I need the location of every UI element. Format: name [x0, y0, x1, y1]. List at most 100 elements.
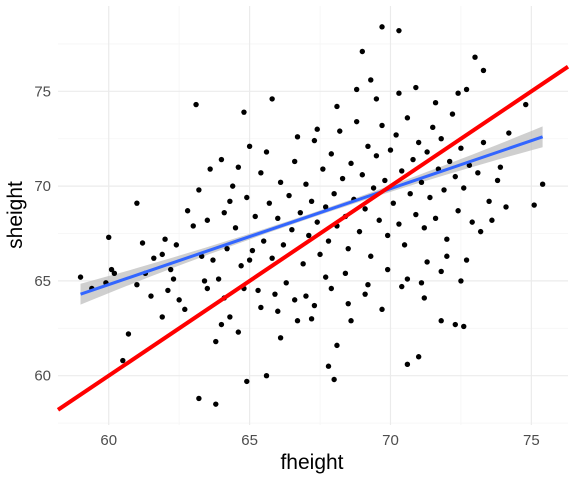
data-point [477, 228, 484, 235]
data-point [407, 190, 413, 197]
data-point [210, 257, 216, 263]
grid [58, 6, 568, 425]
data-point [275, 215, 281, 222]
data-point [224, 245, 230, 252]
smooth-line-layer [80, 135, 544, 296]
data-point [503, 204, 509, 210]
data-point [227, 198, 233, 204]
data-point [461, 323, 467, 330]
data-point [269, 255, 275, 261]
x-tick-label: 60 [100, 432, 117, 449]
data-point [328, 151, 335, 157]
data-point [376, 217, 382, 223]
data-point [452, 321, 458, 328]
data-point [396, 221, 402, 227]
data-point [382, 177, 388, 184]
data-point [289, 227, 295, 233]
data-point [277, 335, 284, 341]
data-point [294, 318, 301, 324]
data-point [356, 228, 363, 235]
data-point [286, 192, 292, 199]
data-point [300, 261, 306, 267]
data-point [531, 202, 537, 208]
data-point [139, 240, 146, 246]
data-point [430, 124, 436, 131]
data-point [399, 168, 405, 174]
data-point [176, 297, 182, 303]
data-point [384, 232, 391, 239]
data-point [427, 194, 433, 201]
y-tick-label: 75 [34, 83, 51, 100]
data-point [359, 48, 366, 55]
data-point [235, 329, 242, 335]
data-point [466, 162, 473, 168]
data-point [291, 158, 298, 165]
data-point [404, 276, 411, 282]
data-point [311, 302, 318, 309]
data-point [396, 27, 402, 34]
data-point [404, 115, 411, 121]
data-point [421, 295, 427, 301]
data-point [458, 278, 464, 284]
data-point [314, 219, 320, 225]
data-point [120, 357, 126, 364]
data-point [246, 143, 253, 149]
data-point [455, 90, 461, 96]
data-point [196, 187, 202, 193]
data-point [339, 175, 346, 182]
data-point [342, 270, 349, 277]
data-point [308, 198, 315, 204]
data-point [432, 99, 439, 106]
data-point [258, 170, 264, 176]
data-point [235, 164, 242, 170]
data-point [111, 270, 118, 277]
y-axis-title: sheight [4, 181, 27, 249]
x-tick-label: 65 [241, 432, 258, 449]
data-point [280, 242, 287, 248]
data-point [328, 285, 335, 292]
data-point [322, 274, 329, 280]
data-point [345, 245, 351, 252]
data-point [497, 164, 504, 170]
data-point [252, 213, 258, 220]
data-point [373, 96, 380, 102]
data-point [283, 280, 289, 286]
data-point [311, 137, 318, 144]
x-tick-label: 70 [382, 432, 399, 449]
data-point [204, 217, 211, 223]
data-point [218, 321, 225, 328]
data-point [359, 172, 366, 178]
smooth-line [80, 135, 544, 296]
data-point [461, 185, 467, 191]
data-point [193, 101, 199, 108]
data-point [480, 67, 487, 74]
data-point [413, 84, 419, 91]
data-point [415, 139, 422, 146]
x-tick-label: 75 [523, 432, 540, 449]
data-point [263, 373, 270, 379]
data-point [444, 236, 450, 242]
data-point [196, 395, 202, 402]
data-point [334, 103, 340, 110]
data-point [266, 200, 273, 206]
data-point [410, 156, 416, 163]
data-point [401, 242, 408, 248]
data-point [277, 179, 284, 186]
data-point [404, 361, 411, 368]
data-point [523, 101, 529, 108]
y-tick-label: 70 [34, 178, 51, 195]
data-point [455, 208, 461, 214]
data-point [272, 291, 278, 297]
data-point [458, 145, 464, 151]
identity-line [56, 65, 570, 412]
data-point [182, 306, 188, 313]
data-point [393, 132, 399, 138]
data-point [325, 363, 332, 369]
data-point [162, 236, 168, 242]
data-point [370, 185, 377, 191]
data-point [108, 266, 115, 273]
data-point [415, 354, 422, 360]
data-point [201, 278, 208, 284]
data-point [418, 280, 425, 286]
data-point [469, 219, 475, 225]
